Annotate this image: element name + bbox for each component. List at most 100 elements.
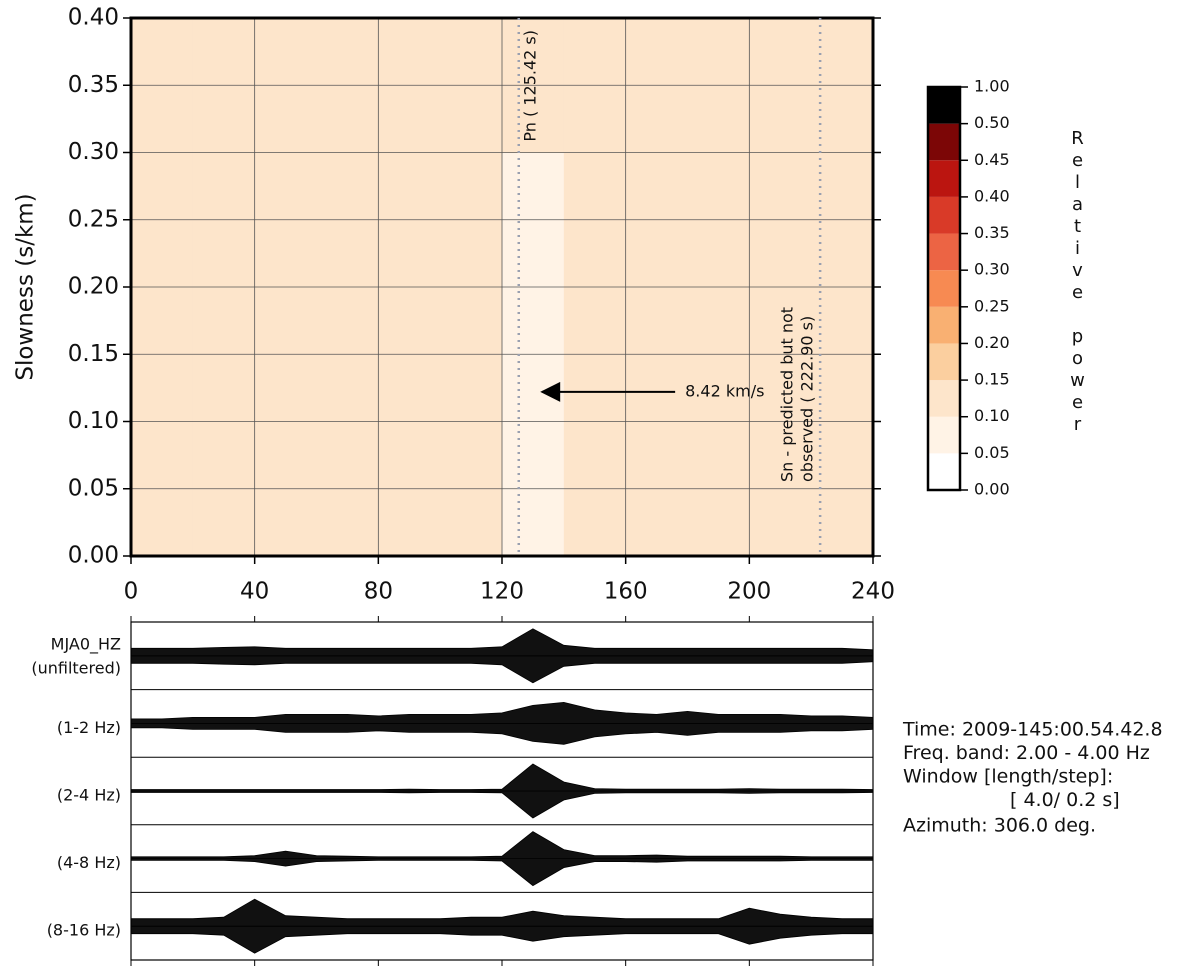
- heatmap-cell: [563, 354, 627, 422]
- trace-label: (4-8 Hz): [57, 853, 121, 872]
- heatmap-cell: [811, 219, 874, 288]
- heatmap-cell: [502, 18, 565, 86]
- heatmap-cell: [749, 18, 812, 86]
- colorbar-segment: [928, 160, 960, 197]
- heatmap-cell: [563, 18, 627, 86]
- heatmap-cell: [749, 354, 812, 422]
- heatmap-cell: [502, 219, 565, 288]
- heatmap-cell: [502, 488, 565, 557]
- heatmap-cell: [378, 219, 441, 288]
- heatmap-cell: [440, 152, 503, 221]
- heatmap-cell: [378, 18, 441, 86]
- heatmap-cell: [316, 18, 379, 86]
- heatmap-cell: [563, 488, 627, 557]
- colorbar-tick-label: 0.20: [974, 333, 1010, 352]
- trace-envelope: [130, 655, 874, 684]
- heatmap-cell: [131, 85, 194, 153]
- heatmap-cell: [811, 421, 874, 490]
- colorbar-label: Relative power: [1067, 128, 1088, 436]
- y-tick-label: 0.40: [68, 5, 119, 31]
- heatmap-cell: [254, 18, 317, 86]
- arrow-label: 8.42 km/s: [685, 381, 764, 400]
- heatmap-cell: [254, 152, 317, 221]
- heatmap-cell: [316, 287, 379, 355]
- y-axis-label: Slowness (s/km): [13, 193, 39, 380]
- heatmap-cell: [749, 219, 812, 288]
- heatmap-cell: [378, 421, 441, 490]
- colorbar-tick-label: 1.00: [974, 77, 1010, 96]
- colorbar-frame: [926, 85, 962, 492]
- heatmap-cell: [625, 219, 688, 288]
- colorbar-tick-label: 0.25: [974, 296, 1010, 315]
- trace-envelope: [130, 790, 874, 819]
- phase-label: Pn ( 125.42 s): [520, 30, 539, 142]
- colorbar-segment: [928, 306, 960, 344]
- phase-label: Sn - predicted but not: [778, 307, 797, 482]
- colorbar-tick-label: 0.30: [974, 260, 1010, 279]
- y-tick-label: 0.20: [68, 274, 119, 300]
- heatmap-cell: [131, 219, 194, 288]
- heatmap-cell: [687, 219, 750, 288]
- info-line: Time: 2009-145:00.54.42.8: [902, 719, 1163, 741]
- heatmap-cell: [440, 354, 503, 422]
- heatmap-cell: [502, 152, 565, 221]
- heatmap-cell: [749, 488, 812, 557]
- heatmap-cell: [131, 354, 194, 422]
- trace-label: (2-4 Hz): [57, 786, 121, 805]
- trace-envelope: [130, 898, 874, 927]
- heatmap-cell: [687, 488, 750, 557]
- colorbar-tick-label: 0.15: [974, 370, 1010, 389]
- x-tick-label: 40: [240, 579, 269, 605]
- heatmap-cell: [440, 488, 503, 557]
- x-tick-label: 200: [727, 579, 771, 605]
- trace-envelope: [130, 723, 874, 745]
- colorbar-tick-label: 0.45: [974, 150, 1010, 169]
- y-tick-label: 0.30: [68, 139, 119, 165]
- x-tick-label: 0: [124, 579, 139, 605]
- heatmap-cell: [131, 488, 194, 557]
- heatmap-cell: [131, 152, 194, 221]
- heatmap-cell: [378, 152, 441, 221]
- heatmap-cell: [749, 287, 812, 355]
- heatmap-cell: [749, 421, 812, 490]
- heatmap-cell: [811, 488, 874, 557]
- info-line: [ 4.0/ 0.2 s]: [1010, 789, 1120, 811]
- heatmap-cell: [254, 85, 317, 153]
- heatmap-cell: [749, 85, 812, 153]
- heatmap-cell: [625, 85, 688, 153]
- x-tick-label: 240: [851, 579, 895, 605]
- colorbar-segment: [928, 453, 960, 490]
- heatmap-cell: [625, 152, 688, 221]
- heatmap-cell: [749, 152, 812, 221]
- heatmap-cell: [563, 85, 627, 153]
- heatmap-cell: [131, 287, 194, 355]
- colorbar-segment: [928, 343, 960, 381]
- colorbar-segment: [928, 270, 960, 307]
- heatmap-cell: [316, 488, 379, 557]
- y-tick-label: 0.00: [68, 543, 119, 569]
- heatmap-cell: [254, 219, 317, 288]
- trace-label: MJA0_HZ: [51, 634, 121, 654]
- trace-envelope: [130, 925, 874, 954]
- colorbar-tick-label: 0.50: [974, 113, 1010, 132]
- colorbar-segment: [928, 233, 960, 271]
- heatmap-cell: [440, 219, 503, 288]
- info-line: Window [length/step]:: [903, 766, 1113, 788]
- trace-label: (unfiltered): [31, 658, 121, 677]
- trace-label: (1-2 Hz): [57, 718, 121, 737]
- heatmap-cell: [192, 488, 256, 557]
- heatmap-cell: [316, 85, 379, 153]
- heatmap-cell: [811, 152, 874, 221]
- info-line: Freq. band: 2.00 - 4.00 Hz: [903, 742, 1150, 764]
- heatmap-cell: [316, 219, 379, 288]
- heatmap-cell: [316, 421, 379, 490]
- heatmap-cell: [440, 85, 503, 153]
- heatmap-cell: [254, 488, 317, 557]
- colorbar-tick-label: 0.00: [974, 480, 1010, 499]
- heatmap-cell: [687, 85, 750, 153]
- trace-envelope: [130, 858, 874, 887]
- heatmap-cell: [316, 354, 379, 422]
- heatmap-cell: [131, 18, 194, 86]
- heatmap-cell: [502, 287, 565, 355]
